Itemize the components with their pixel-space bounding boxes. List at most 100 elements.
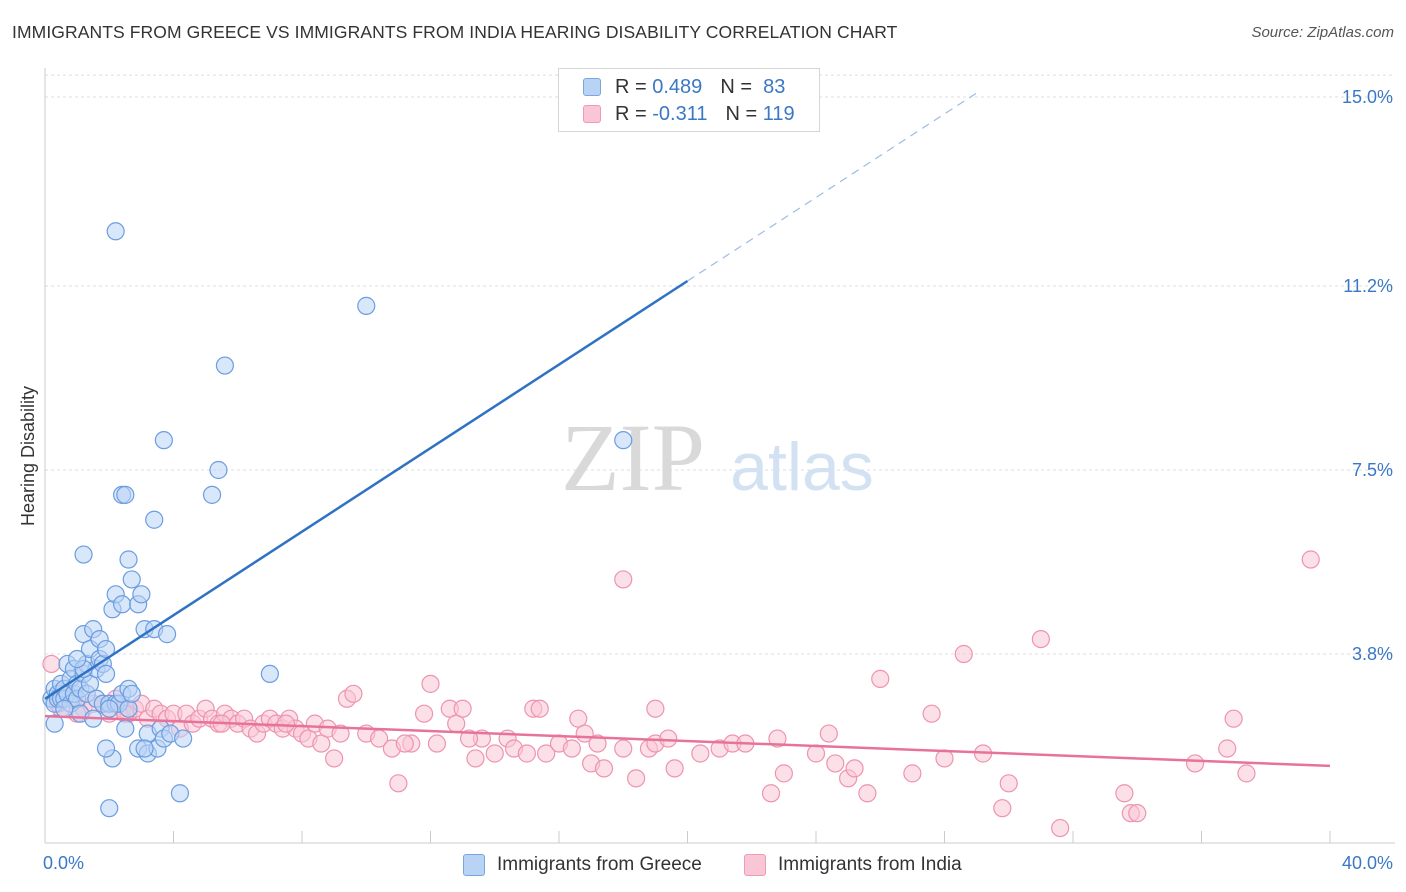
greece-point-74 xyxy=(260,664,279,684)
india-point-52 xyxy=(427,734,447,753)
bottom-greece-label: Immigrants from Greece xyxy=(497,854,702,875)
correlation-legend: R = 0.489 N = 83 R = -0.311 N = 119 xyxy=(558,68,820,132)
india-r-label: R = xyxy=(615,102,647,125)
greece-point-41 xyxy=(100,699,119,718)
india-trend-line xyxy=(44,714,1331,768)
india-point-81 xyxy=(761,784,781,803)
india-point-94 xyxy=(954,644,973,664)
bottom-legend-greece: Immigrants from Greece xyxy=(463,852,702,878)
watermark-zip: ZIP xyxy=(561,404,705,511)
india-point-115 xyxy=(530,699,549,718)
greece-point-82 xyxy=(106,222,125,241)
x-tick-label-max: 40.0% xyxy=(1342,853,1393,873)
india-point-75 xyxy=(659,729,678,748)
india-point-107 xyxy=(1301,550,1320,569)
india-point-56 xyxy=(466,749,485,768)
greece-trend-extension xyxy=(687,92,977,282)
x-tick-label-min: 0.0% xyxy=(43,853,84,873)
greece-point-66 xyxy=(116,485,135,504)
greece-point-70 xyxy=(174,729,193,748)
greece-point-71 xyxy=(202,485,222,504)
y-tick-label-2: 11.2% xyxy=(1343,276,1393,296)
india-point-96 xyxy=(993,799,1012,818)
india-points xyxy=(42,550,1320,838)
india-n-value: 119 xyxy=(762,102,795,125)
greece-point-78 xyxy=(45,714,64,733)
india-point-63 xyxy=(537,744,556,763)
india-point-104 xyxy=(1218,739,1237,758)
greece-point-62 xyxy=(157,625,177,644)
greece-swatch xyxy=(583,78,601,96)
india-point-97 xyxy=(999,774,1018,793)
greece-point-49 xyxy=(122,570,141,589)
watermark-atlas: atlas xyxy=(730,429,874,505)
bottom-legend-india: Immigrants from India xyxy=(744,852,962,878)
india-r-value: -0.311 xyxy=(652,102,708,125)
india-point-44 xyxy=(344,684,363,703)
india-point-114 xyxy=(276,714,296,733)
y-axis-title: Hearing Disability xyxy=(18,386,38,526)
india-point-50 xyxy=(414,704,434,723)
greece-point-79 xyxy=(55,699,74,718)
india-point-58 xyxy=(485,744,504,763)
greece-point-73 xyxy=(215,356,234,375)
india-point-98 xyxy=(1031,629,1050,649)
greece-point-67 xyxy=(145,510,164,529)
india-point-91 xyxy=(903,764,922,783)
greece-point-48 xyxy=(100,799,119,818)
india-point-71 xyxy=(614,739,633,758)
greece-point-44 xyxy=(116,719,135,738)
india-point-84 xyxy=(806,744,826,763)
india-point-76 xyxy=(665,759,684,778)
india-point-0 xyxy=(42,654,61,674)
india-point-89 xyxy=(858,784,877,803)
india-point-90 xyxy=(871,669,890,688)
chart-title: IMMIGRANTS FROM GREECE VS IMMIGRANTS FRO… xyxy=(12,22,898,42)
india-point-42 xyxy=(331,724,350,743)
india-point-99 xyxy=(1051,818,1070,838)
axis-labels: 3.8% 7.5% 11.2% 15.0% 0.0% 40.0% Hearing Disab… xyxy=(18,87,1393,873)
greece-point-81 xyxy=(170,784,190,803)
greece-points xyxy=(42,222,633,818)
greece-r-label: R = xyxy=(615,75,647,98)
india-swatch xyxy=(583,105,601,123)
india-point-72 xyxy=(626,769,646,788)
india-point-65 xyxy=(562,739,581,758)
india-n-label: N = xyxy=(725,102,758,125)
india-point-77 xyxy=(691,744,710,763)
greece-point-76 xyxy=(614,431,633,450)
greece-point-46 xyxy=(119,699,138,718)
y-tick-label-1: 7.5% xyxy=(1352,460,1393,480)
watermark: ZIP atlas xyxy=(561,404,874,511)
bottom-india-swatch xyxy=(744,854,766,876)
india-point-69 xyxy=(588,734,607,753)
india-point-103 xyxy=(1185,754,1205,773)
india-point-48 xyxy=(389,774,408,793)
india-point-102 xyxy=(1128,804,1147,823)
trend-lines xyxy=(44,92,1331,768)
greece-point-33 xyxy=(96,639,116,659)
india-point-51 xyxy=(421,674,440,693)
india-point-116 xyxy=(646,699,665,718)
india-point-117 xyxy=(395,734,414,753)
axes xyxy=(44,68,1395,844)
india-point-83 xyxy=(774,764,793,783)
greece-point-75 xyxy=(357,296,376,315)
greece-point-51 xyxy=(112,595,132,614)
greece-point-72 xyxy=(209,460,228,480)
legend-row-india: R = -0.311 N = 119 xyxy=(583,101,795,127)
india-point-105 xyxy=(1224,709,1243,728)
greece-point-34 xyxy=(96,664,116,684)
greece-point-42 xyxy=(96,739,116,758)
india-point-93 xyxy=(935,749,954,768)
greece-point-50 xyxy=(119,550,138,569)
india-point-106 xyxy=(1237,764,1256,783)
india-point-88 xyxy=(845,759,864,778)
india-point-41 xyxy=(325,749,344,768)
bottom-india-label: Immigrants from India xyxy=(778,854,962,875)
india-point-92 xyxy=(922,704,941,723)
bottom-greece-swatch xyxy=(463,854,485,876)
india-point-70 xyxy=(594,759,614,778)
greece-n-label: N = xyxy=(720,75,752,98)
greece-point-68 xyxy=(154,431,173,450)
